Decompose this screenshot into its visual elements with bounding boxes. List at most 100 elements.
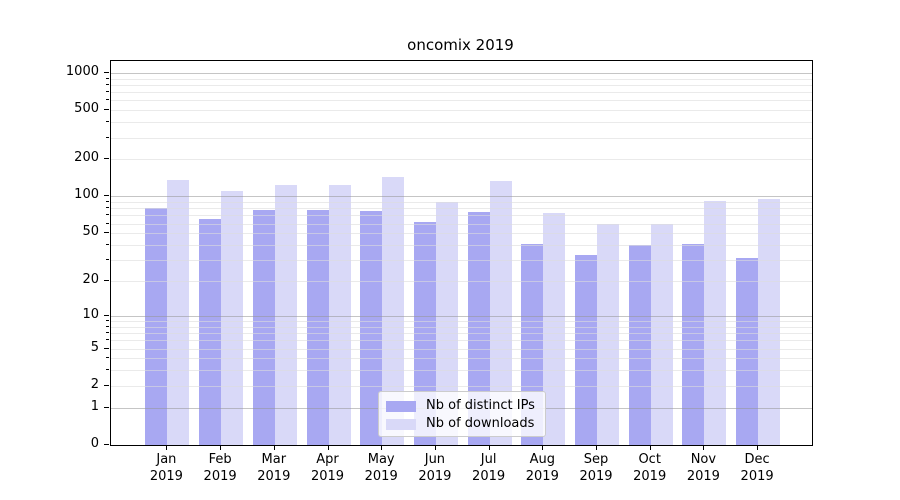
minor-gridline-70 — [111, 215, 812, 217]
y-minor-tick-400 — [106, 121, 109, 123]
legend-entry-distinct-ips: Nb of distinct IPs — [386, 397, 545, 415]
x-tick-jul — [488, 445, 490, 450]
y-minor-tick-900 — [106, 77, 109, 79]
bar-distinct-ips-nov — [682, 243, 705, 445]
y-tick-0 — [104, 444, 109, 445]
plot-area — [110, 60, 813, 446]
y-tick-1 — [104, 406, 109, 408]
minor-gridline-50 — [111, 233, 812, 235]
y-minor-tick-9 — [106, 320, 109, 321]
bar-downloads-feb — [221, 191, 244, 445]
bar-distinct-ips-dec — [736, 258, 759, 445]
minor-gridline-5 — [111, 348, 812, 350]
minor-gridline-600 — [111, 100, 812, 102]
y-minor-tick-60 — [106, 222, 109, 224]
y-minor-tick-7 — [106, 332, 109, 334]
y-tick-20 — [104, 280, 109, 282]
legend-swatch-distinct-ips — [386, 400, 416, 412]
minor-gridline-300 — [111, 137, 812, 139]
y-tick-100 — [104, 195, 109, 197]
y-tick-label-0: 0 — [90, 436, 99, 451]
bar-downloads-oct — [650, 223, 673, 445]
bar-downloads-jun — [435, 202, 458, 445]
bar-distinct-ips-feb — [199, 219, 222, 445]
y-tick-label-20: 20 — [82, 272, 99, 288]
x-tick-label-feb: Feb 2019 — [203, 452, 237, 484]
x-tick-label-apr: Apr 2019 — [310, 452, 345, 484]
y-tick-label-500: 500 — [74, 101, 99, 117]
y-minor-tick-40 — [106, 244, 109, 245]
minor-gridline-9 — [111, 321, 812, 322]
bar-downloads-mar — [274, 184, 297, 445]
minor-gridline-4 — [111, 358, 812, 360]
y-tick-5 — [104, 347, 109, 349]
y-minor-tick-80 — [106, 207, 109, 209]
y-tick-10 — [104, 314, 109, 316]
minor-gridline-8 — [111, 326, 812, 328]
x-tick-label-jul: Jul 2019 — [472, 452, 506, 484]
x-tick-jun — [434, 445, 436, 450]
major-gridline-1000 — [111, 72, 812, 74]
chart-title: oncomix 2019 — [407, 36, 514, 54]
minor-gridline-60 — [111, 223, 812, 225]
minor-gridline-500 — [111, 110, 812, 112]
major-gridline-100 — [111, 196, 812, 198]
x-tick-oct — [649, 445, 651, 450]
legend-entry-downloads: Nb of downloads — [386, 415, 545, 433]
y-tick-2 — [104, 384, 109, 386]
x-tick-apr — [327, 445, 329, 450]
minor-gridline-400 — [111, 122, 812, 124]
y-minor-tick-8 — [106, 325, 109, 327]
y-tick-500 — [104, 109, 109, 111]
x-tick-nov — [703, 445, 705, 450]
y-minor-tick-4 — [106, 357, 109, 359]
minor-gridline-7 — [111, 333, 812, 335]
minor-gridline-800 — [111, 84, 812, 86]
y-minor-tick-30 — [106, 259, 109, 261]
legend-label-distinct-ips: Nb of distinct IPs — [426, 398, 535, 413]
x-tick-feb — [220, 445, 222, 450]
bar-downloads-apr — [328, 184, 351, 445]
minor-gridline-2 — [111, 385, 812, 387]
legend: Nb of distinct IPs Nb of downloads — [378, 391, 546, 437]
bar-downloads-jul — [489, 180, 512, 445]
y-minor-tick-800 — [106, 83, 109, 85]
minor-gridline-6 — [111, 340, 812, 342]
x-tick-label-oct: Oct 2019 — [633, 452, 667, 484]
x-tick-label-may: May 2019 — [364, 452, 398, 484]
bar-distinct-ips-sep — [575, 255, 597, 445]
y-tick-label-5: 5 — [90, 339, 99, 355]
legend-label-downloads: Nb of downloads — [426, 416, 535, 431]
y-tick-label-100: 100 — [74, 187, 99, 203]
x-tick-aug — [542, 445, 544, 450]
y-minor-tick-600 — [106, 99, 109, 101]
major-gridline-10 — [111, 315, 812, 317]
y-minor-tick-700 — [106, 91, 109, 93]
bar-downloads-nov — [704, 200, 727, 445]
x-tick-sep — [596, 445, 597, 450]
y-tick-label-200: 200 — [74, 150, 99, 166]
minor-gridline-90 — [111, 202, 812, 204]
x-tick-label-sep: Sep 2019 — [579, 452, 613, 484]
minor-gridline-30 — [111, 260, 812, 262]
y-minor-tick-70 — [106, 214, 109, 216]
x-tick-label-aug: Aug 2019 — [525, 452, 559, 484]
minor-gridline-3 — [111, 370, 812, 372]
y-tick-label-1000: 1000 — [65, 63, 99, 79]
y-minor-tick-300 — [106, 136, 109, 138]
x-tick-label-dec: Dec 2019 — [740, 452, 774, 484]
y-tick-200 — [104, 158, 109, 160]
y-tick-1000 — [104, 71, 109, 73]
legend-swatch-downloads — [386, 418, 416, 430]
x-tick-jan — [166, 445, 168, 450]
bar-downloads-aug — [543, 213, 566, 445]
y-tick-label-1: 1 — [90, 398, 99, 414]
x-tick-label-mar: Mar 2019 — [257, 452, 291, 484]
y-tick-label-2: 2 — [90, 376, 99, 392]
x-tick-mar — [273, 445, 275, 450]
x-tick-may — [381, 445, 383, 450]
y-tick-label-50: 50 — [82, 224, 99, 240]
minor-gridline-80 — [111, 208, 812, 210]
y-tick-50 — [104, 232, 109, 234]
